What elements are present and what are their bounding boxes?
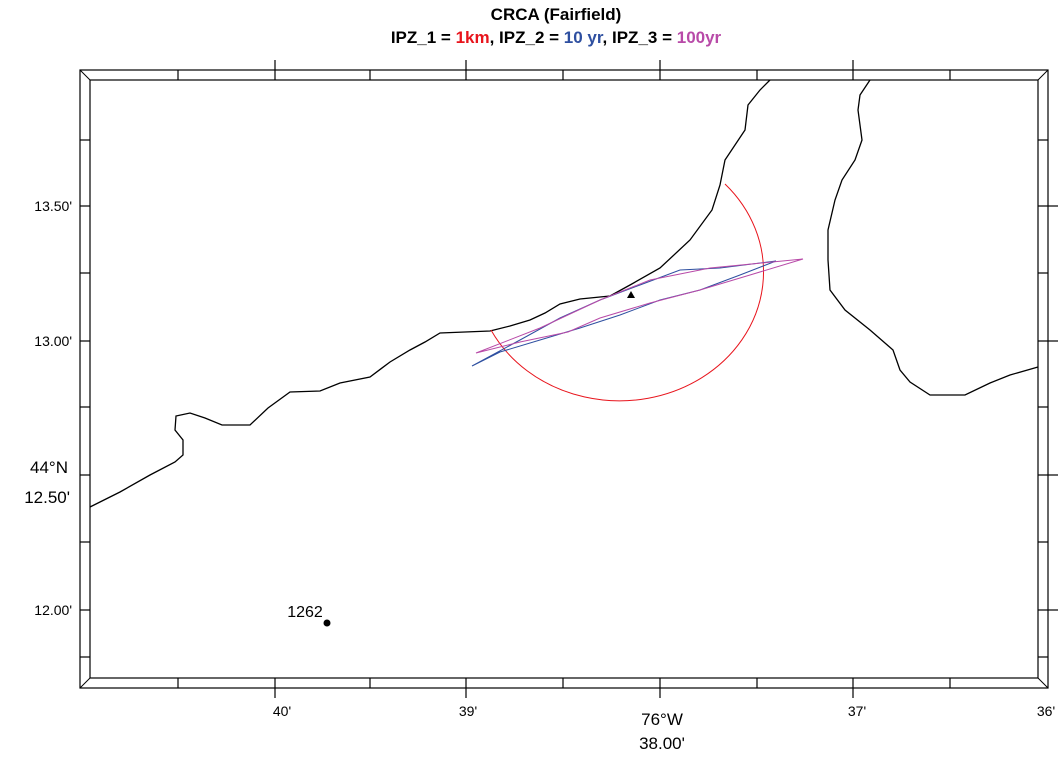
subtitle-part: 1km [456, 28, 490, 47]
lon-label: 38.00' [639, 734, 685, 753]
coastline [827, 79, 1039, 396]
site-marker [627, 291, 635, 298]
ipz-2-zone [471, 260, 777, 367]
coastline [89, 79, 771, 508]
lat-label: 13.50' [34, 198, 72, 214]
map-title: CRCA (Fairfield) [491, 5, 622, 24]
outer-frame [79, 69, 1049, 689]
subtitle-part: IPZ_1 = [391, 28, 456, 47]
lat-label: 12.50' [24, 488, 70, 507]
subtitle-part: , IPZ_2 = [490, 28, 564, 47]
frame-corner [79, 677, 91, 689]
ipz-1-circle [490, 183, 765, 402]
lat-label: 44°N [30, 458, 68, 477]
frame-corner [1037, 677, 1049, 689]
subtitle-part: 10 yr [564, 28, 604, 47]
lon-label: 40' [273, 703, 291, 719]
lat-label: 13.00' [34, 333, 72, 349]
frame-corner [1037, 69, 1049, 81]
lon-label: 76°W [641, 710, 683, 729]
lon-label: 39' [459, 703, 477, 719]
lon-label: 37' [848, 703, 866, 719]
frame-corner [79, 69, 91, 81]
map-subtitle: IPZ_1 = 1km, IPZ_2 = 10 yr, IPZ_3 = 100y… [391, 28, 722, 47]
station-point [323, 619, 331, 627]
frame-ticks [80, 60, 1058, 698]
lon-label: 36' [1037, 703, 1055, 719]
ipz-3-zone [475, 258, 804, 354]
inner-frame [89, 79, 1039, 679]
subtitle-part: , IPZ_3 = [603, 28, 677, 47]
station-label: 1262 [287, 604, 323, 621]
subtitle-part: 100yr [677, 28, 722, 47]
lat-label: 12.00' [34, 602, 72, 618]
